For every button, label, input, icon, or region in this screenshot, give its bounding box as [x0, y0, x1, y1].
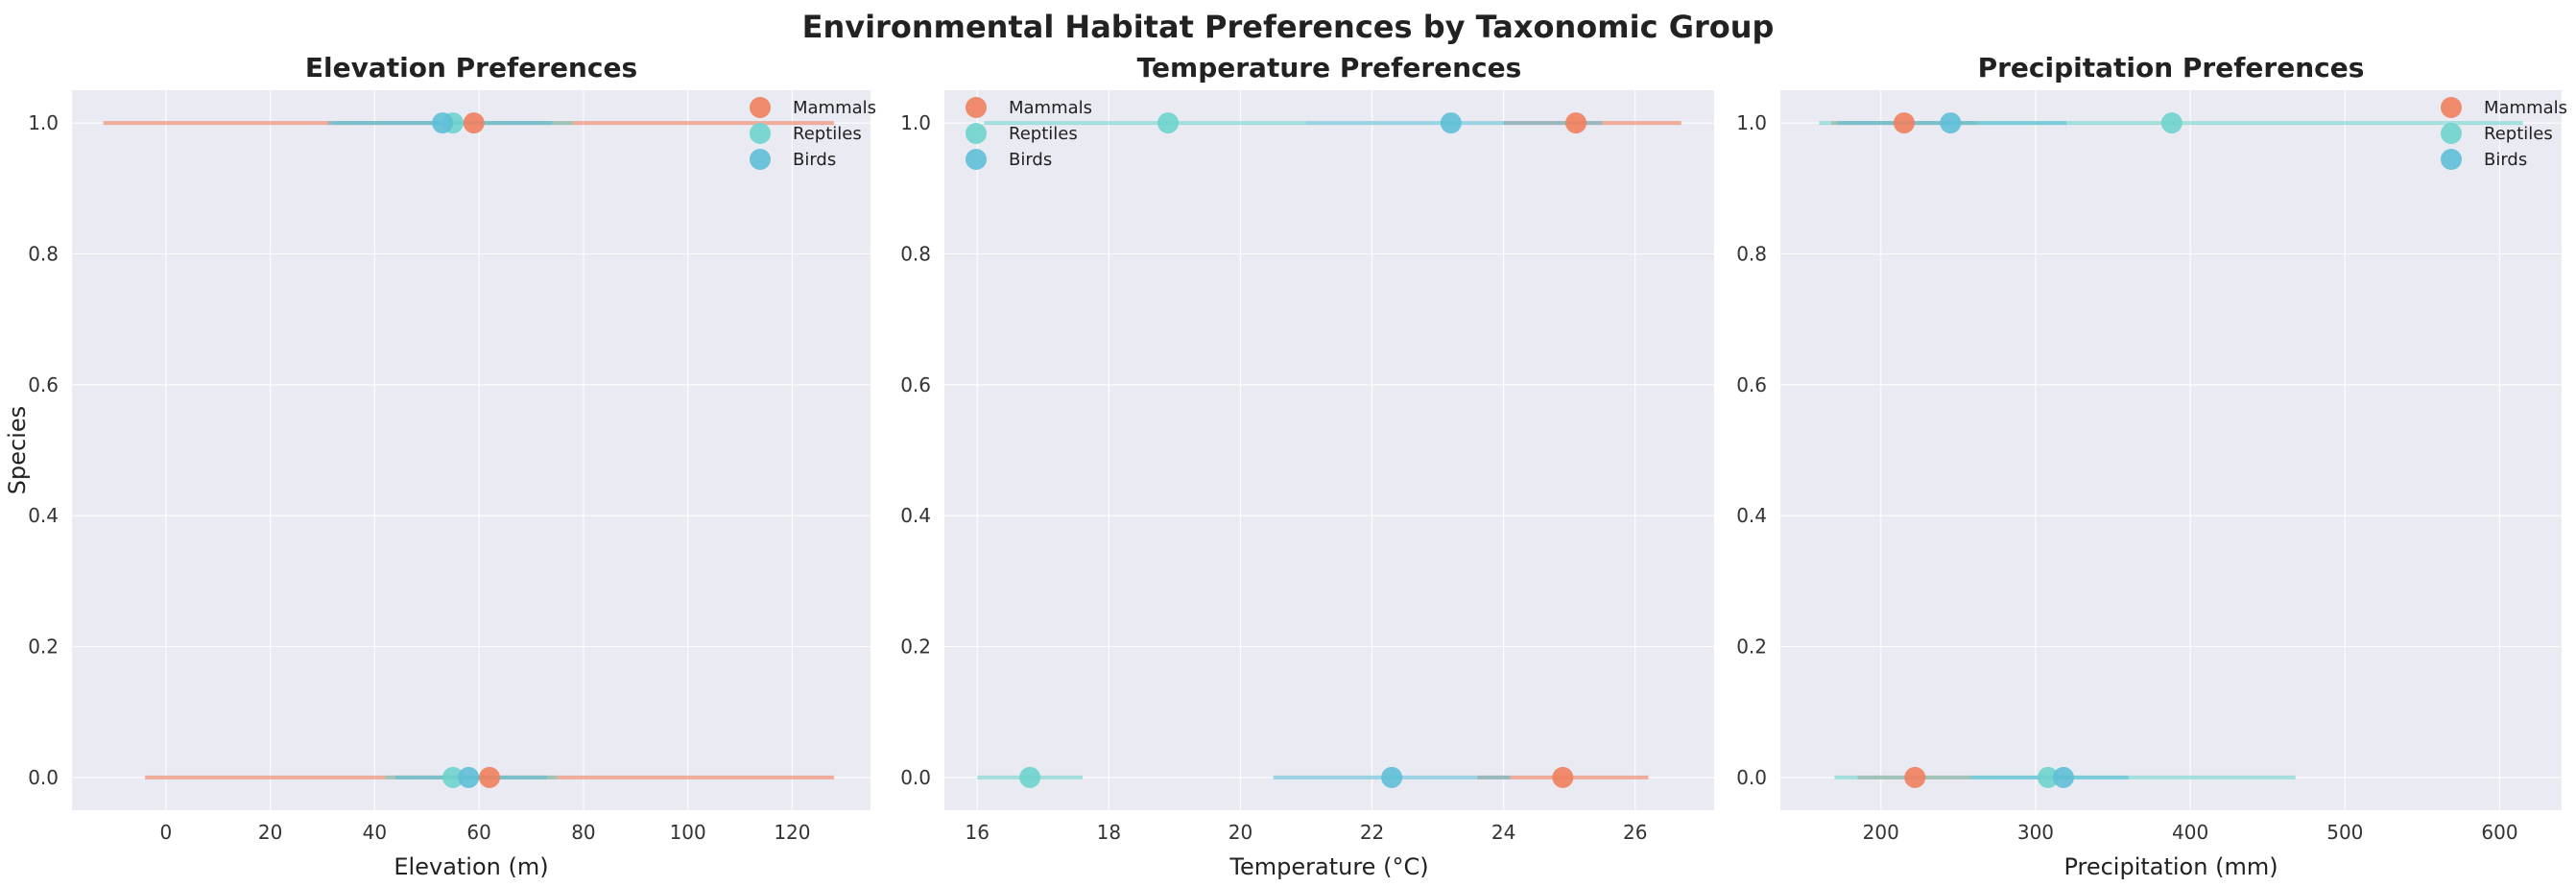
- data-point-mammals: [1904, 766, 1926, 788]
- x-tick-label: 120: [774, 821, 810, 844]
- y-tick-label: 0.8: [28, 242, 59, 265]
- y-tick-label: 0.4: [28, 504, 59, 527]
- panel-2: 16 18 20 22 24 26 0.0 0.2 0.4 0.6 0.8 1.0 Temperatur…: [900, 52, 1714, 880]
- y-tick-label: 1.0: [1736, 111, 1767, 134]
- y-tick-label: 0.4: [900, 504, 931, 527]
- x-tick-label: 20: [1228, 821, 1252, 844]
- data-point-birds: [1381, 766, 1403, 788]
- x-tick-label: 26: [1623, 821, 1647, 844]
- data-point-reptiles: [2037, 766, 2059, 788]
- panel-1: 0 20 40 60 80 100 120 0.0 0.2 0.4 0.6 0.8 1.0 Elevati…: [4, 52, 876, 880]
- data-point-reptiles: [441, 766, 464, 788]
- x-tick-label: 18: [1097, 821, 1121, 844]
- y-tick-label: 1.0: [28, 111, 59, 134]
- data-point-birds: [1940, 112, 1962, 134]
- y-tick-label: 0.0: [28, 766, 59, 789]
- plot-background: [72, 90, 871, 810]
- y-tick-label: 0.0: [1736, 766, 1767, 789]
- legend-label-mammals: Mammals: [793, 98, 876, 118]
- legend-marker-mammals: [966, 97, 987, 118]
- x-tick-label: 0: [160, 821, 173, 844]
- legend-marker-mammals: [2441, 97, 2462, 118]
- y-tick-label: 0.2: [28, 635, 59, 659]
- panel-title: Elevation Preferences: [305, 52, 637, 84]
- y-tick-label: 0.2: [900, 635, 931, 659]
- y-tick-label: 0.2: [1736, 635, 1767, 659]
- legend-marker-reptiles: [750, 123, 771, 144]
- x-tick-label: 400: [2172, 821, 2208, 844]
- data-point-reptiles: [2160, 112, 2182, 134]
- x-tick-label: 16: [966, 821, 990, 844]
- panel-3: 200 300 400 500 600 0.0 0.2 0.4 0.6 0.8 1.0 Precipi…: [1736, 52, 2567, 880]
- legend-label-reptiles: Reptiles: [2484, 124, 2553, 144]
- x-axis-label: Elevation (m): [394, 853, 548, 880]
- legend: Mammals Reptiles Birds: [750, 97, 876, 170]
- legend-marker-reptiles: [966, 123, 987, 144]
- x-tick-label: 300: [2017, 821, 2054, 844]
- data-point-birds: [432, 112, 454, 134]
- legend-label-reptiles: Reptiles: [793, 124, 862, 144]
- data-point-reptiles: [1019, 766, 1041, 788]
- data-point-reptiles: [1157, 112, 1180, 134]
- panel-title: Temperature Preferences: [1137, 52, 1522, 84]
- data-point-mammals: [1893, 112, 1915, 134]
- data-point-mammals: [1565, 112, 1587, 134]
- legend-label-mammals: Mammals: [2484, 98, 2567, 118]
- legend: Mammals Reptiles Birds: [2441, 97, 2567, 170]
- data-point-mammals: [1552, 766, 1574, 788]
- x-tick-label: 600: [2481, 821, 2517, 844]
- legend-label-mammals: Mammals: [1009, 98, 1092, 118]
- x-axis-label: Precipitation (mm): [2063, 853, 2278, 880]
- x-tick-label: 200: [1863, 821, 1899, 844]
- y-tick-label: 0.4: [1736, 504, 1767, 527]
- y-tick-label: 0.8: [900, 242, 931, 265]
- data-point-birds: [458, 766, 480, 788]
- x-tick-label: 20: [258, 821, 282, 844]
- x-tick-label: 80: [571, 821, 595, 844]
- legend-label-birds: Birds: [1009, 150, 1052, 170]
- y-tick-label: 0.6: [1736, 373, 1767, 396]
- legend-marker-birds: [750, 149, 771, 170]
- legend-label-reptiles: Reptiles: [1009, 124, 1078, 144]
- plot-background: [1780, 90, 2562, 810]
- x-tick-label: 500: [2326, 821, 2363, 844]
- y-tick-label: 0.6: [28, 373, 59, 396]
- data-point-birds: [1440, 112, 1462, 134]
- data-point-mammals: [479, 766, 501, 788]
- legend-marker-reptiles: [2441, 123, 2462, 144]
- legend: Mammals Reptiles Birds: [966, 97, 1092, 170]
- y-tick-label: 0.8: [1736, 242, 1767, 265]
- x-tick-label: 22: [1360, 821, 1384, 844]
- y-axis-label: Species: [4, 406, 31, 494]
- x-tick-label: 100: [670, 821, 706, 844]
- legend-label-birds: Birds: [2484, 150, 2527, 170]
- y-tick-label: 0.0: [900, 766, 931, 789]
- panel-title: Precipitation Preferences: [1978, 52, 2365, 84]
- data-point-birds: [2052, 766, 2074, 788]
- y-tick-label: 0.6: [900, 373, 931, 396]
- legend-marker-birds: [2441, 149, 2462, 170]
- x-axis-label: Temperature (°C): [1228, 853, 1428, 880]
- legend-marker-mammals: [750, 97, 771, 118]
- x-tick-label: 24: [1491, 821, 1515, 844]
- x-tick-label: 40: [363, 821, 387, 844]
- legend-label-birds: Birds: [793, 150, 836, 170]
- y-tick-label: 1.0: [900, 111, 931, 134]
- x-tick-label: 60: [466, 821, 490, 844]
- figure-title: Environmental Habitat Preferences by Tax…: [802, 9, 1775, 45]
- data-point-mammals: [463, 112, 485, 134]
- legend-marker-birds: [966, 149, 987, 170]
- plot-background: [944, 90, 1714, 810]
